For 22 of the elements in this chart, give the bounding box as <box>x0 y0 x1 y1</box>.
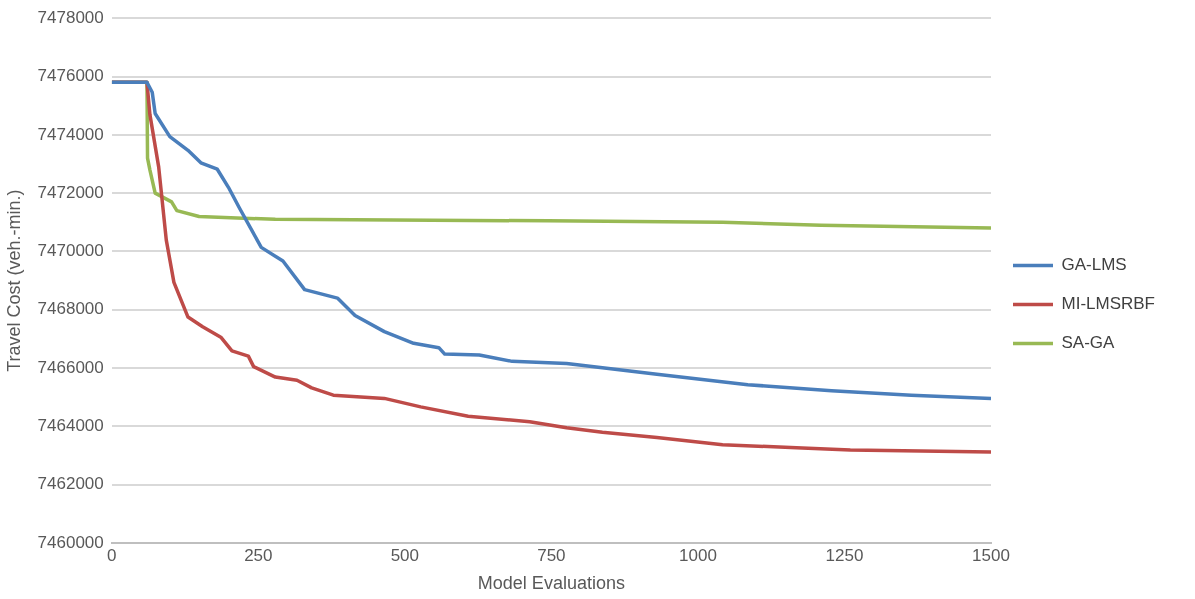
y-tick-label: 7468000 <box>37 299 104 319</box>
legend-label: MI-LMSRBF <box>1061 294 1155 314</box>
x-tick-label: 750 <box>537 545 566 565</box>
x-tick-label: 0 <box>107 545 117 565</box>
y-tick-label: 7470000 <box>37 241 104 261</box>
y-tick-label: 7462000 <box>37 474 104 494</box>
x-tick-label: 500 <box>390 545 420 565</box>
y-tick-label: 7474000 <box>37 124 104 144</box>
y-axis-title: Travel Cost (veh.-min.) <box>3 189 24 372</box>
y-tick-label: 7472000 <box>37 182 104 202</box>
legend-label: SA-GA <box>1061 333 1116 353</box>
legend-label: GA-LMS <box>1061 255 1127 275</box>
y-tick-label: 7476000 <box>37 66 104 86</box>
x-axis-title: Model Evaluations <box>477 573 625 594</box>
x-tick-label: 250 <box>244 545 273 565</box>
x-tick-label: 1250 <box>825 545 864 565</box>
x-tick-label: 1000 <box>679 545 717 565</box>
y-tick-label: 7478000 <box>37 7 104 27</box>
y-tick-label: 7466000 <box>37 357 104 377</box>
y-tick-label: 7460000 <box>37 532 104 552</box>
y-tick-label: 7464000 <box>37 416 104 436</box>
x-tick-label: 1500 <box>972 545 1010 565</box>
